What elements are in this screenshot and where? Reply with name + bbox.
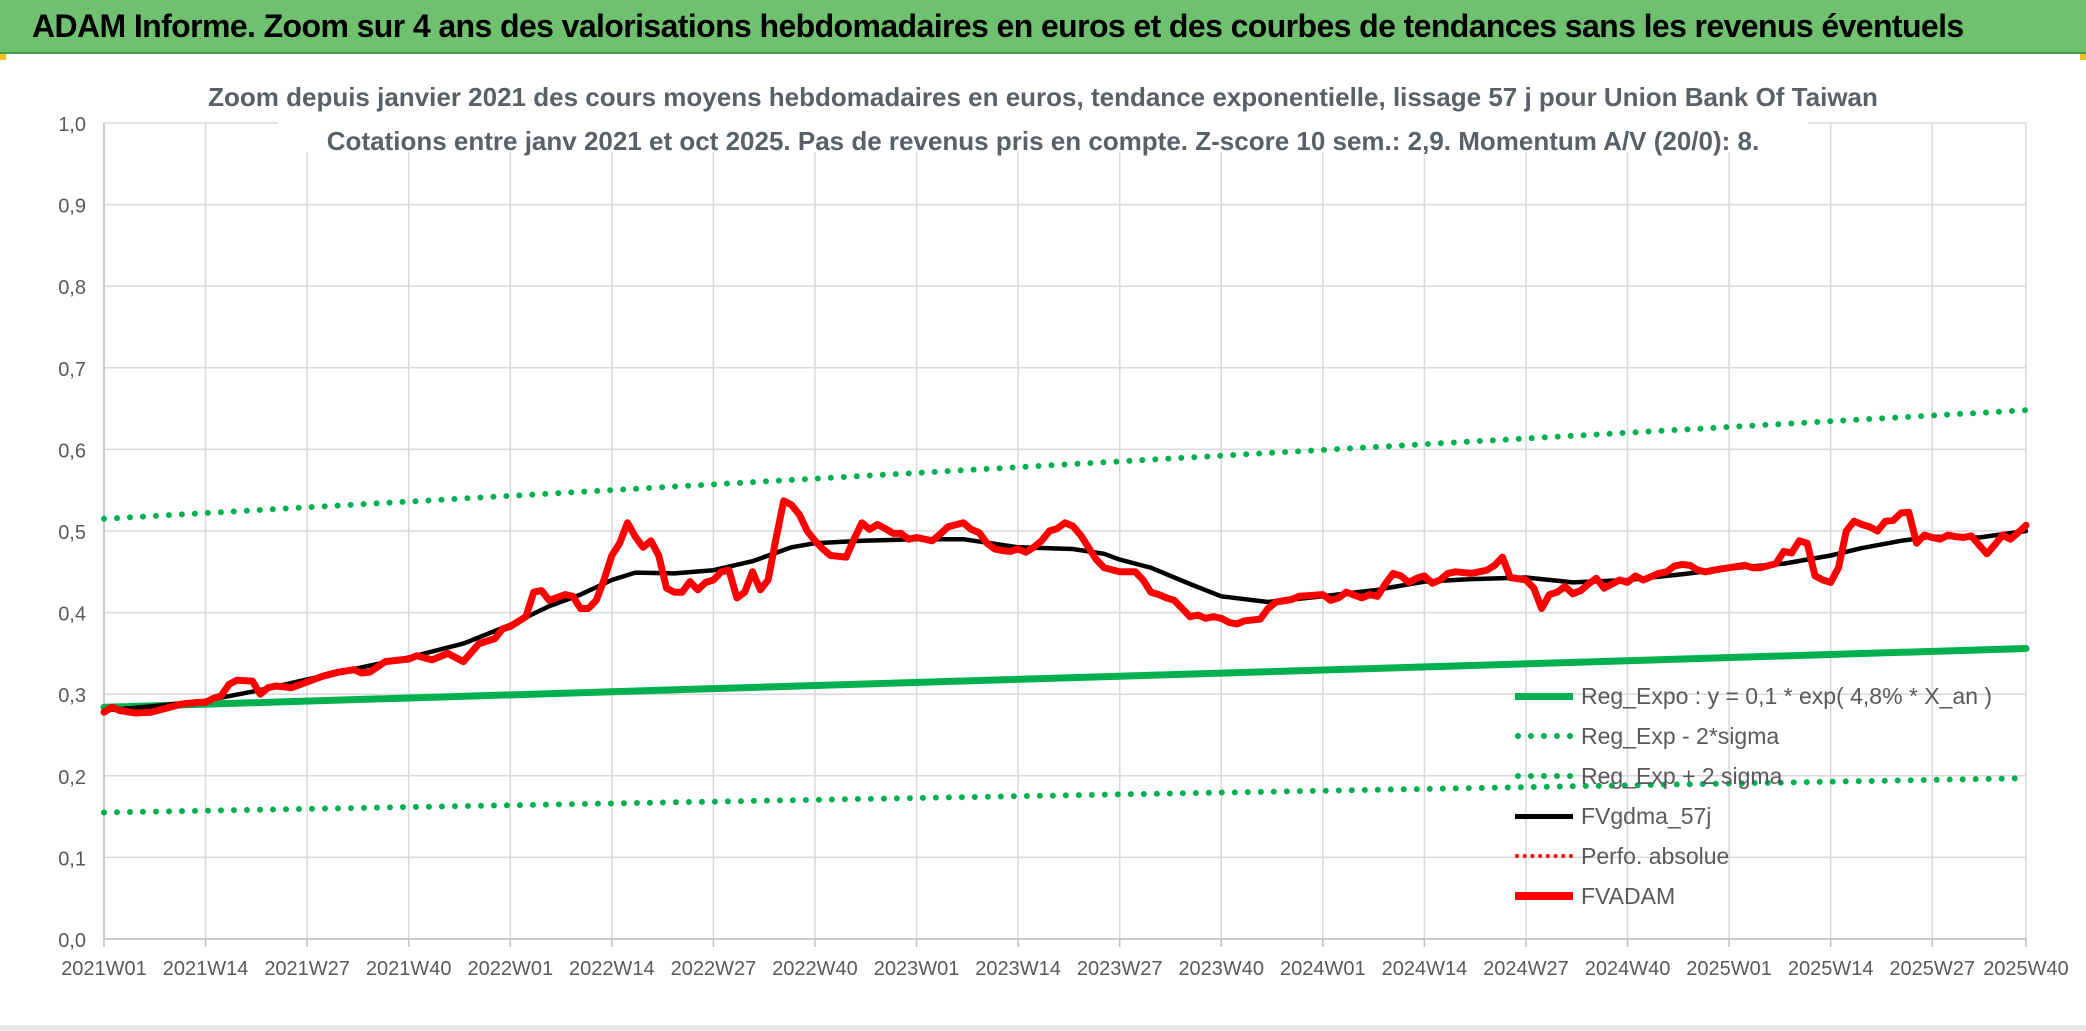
y-tick-label: 0,6 xyxy=(58,440,86,462)
legend-label-reg-exp-minus: Reg_Exp - 2*sigma xyxy=(1581,722,1780,749)
x-tick-label: 2021W40 xyxy=(366,958,452,980)
legend-swatch-fvgdma xyxy=(1515,813,1573,819)
x-tick-label: 2023W27 xyxy=(1077,958,1163,980)
series-reg-exp-plus-2sigma xyxy=(101,407,2029,522)
x-tick-label: 2022W40 xyxy=(772,958,858,980)
y-tick-label: 0,0 xyxy=(58,930,86,952)
x-tick-label: 2025W40 xyxy=(1983,958,2069,980)
y-tick-label: 0,3 xyxy=(58,685,86,707)
legend-swatch-fvadam xyxy=(1515,892,1573,900)
chart-subtitle: Cotations entre janv 2021 et oct 2025. P… xyxy=(326,126,1760,156)
x-tick-label: 2024W14 xyxy=(1382,958,1468,980)
legend-swatch-reg-exp-plus xyxy=(1515,773,1573,779)
x-tick-label: 2023W40 xyxy=(1178,958,1264,980)
legend-item-perfo: Perfo. absolue xyxy=(1515,836,2035,876)
y-tick-label: 0,4 xyxy=(58,604,86,626)
legend-label-perfo: Perfo. absolue xyxy=(1581,842,1730,869)
x-tick-label: 2024W27 xyxy=(1483,958,1569,980)
y-tick-label: 1,0 xyxy=(58,114,86,136)
x-tick-label: 2024W40 xyxy=(1585,958,1671,980)
x-tick-label: 2023W14 xyxy=(975,958,1061,980)
frame-bottom-border xyxy=(0,1025,2086,1031)
y-tick-label: 0,5 xyxy=(58,522,86,544)
x-tick-label: 2022W27 xyxy=(671,958,757,980)
x-tick-label: 2022W01 xyxy=(467,958,553,980)
legend-label-fvadam: FVADAM xyxy=(1581,882,1676,909)
x-tick-label: 2025W14 xyxy=(1788,958,1874,980)
legend-swatch-reg-exp-minus xyxy=(1515,733,1573,739)
chart-canvas: 0,0 0,1 0,2 0,3 0,4 0,5 0,6 0,7 0,8 0,9 1,0 2021W01… xyxy=(58,80,2069,980)
series-reg-expo xyxy=(100,645,2030,711)
x-tick-label: 2025W27 xyxy=(1889,958,1975,980)
series-fvadam xyxy=(100,497,2030,717)
x-tick-label: 2021W01 xyxy=(61,958,147,980)
legend-label-reg-expo: Reg_Expo : y = 0,1 * exp( 4,8% * X_an ) xyxy=(1581,682,1993,709)
legend-label-reg-exp-plus: Reg_Exp + 2 sigma xyxy=(1581,762,1783,789)
legend-label-fvgdma: FVgdma_57j xyxy=(1581,802,1712,829)
frame-corner-left xyxy=(0,54,6,60)
series-reg-exp-minus-2sigma xyxy=(101,775,2029,816)
legend-swatch-reg-expo xyxy=(1515,692,1573,700)
x-tick-label: 2023W01 xyxy=(874,958,960,980)
x-tick-label: 2021W14 xyxy=(163,958,249,980)
chart-title: Zoom depuis janvier 2021 des cours moyen… xyxy=(208,82,1878,112)
y-tick-label: 0,1 xyxy=(58,848,86,870)
legend-item-fvadam: FVADAM xyxy=(1515,876,2035,916)
y-tick-label: 0,8 xyxy=(58,277,86,299)
x-tick-label: 2025W01 xyxy=(1686,958,1772,980)
y-tick-label: 0,7 xyxy=(58,359,86,381)
legend-item-reg-expo: Reg_Expo : y = 0,1 * exp( 4,8% * X_an ) xyxy=(1515,676,2035,716)
y-tick-label: 0,2 xyxy=(58,767,86,789)
x-tick-label: 2022W14 xyxy=(569,958,655,980)
legend-item-fvgdma: FVgdma_57j xyxy=(1515,796,2035,836)
legend-swatch-perfo xyxy=(1515,854,1573,858)
legend-item-reg-exp-minus: Reg_Exp - 2*sigma xyxy=(1515,716,2035,756)
frame-corner-right xyxy=(2080,54,2086,60)
report-banner: ADAM Informe. Zoom sur 4 ans des valoris… xyxy=(0,0,2086,54)
y-tick-label: 0,9 xyxy=(58,196,86,218)
title-backdrop xyxy=(278,80,1808,152)
report-title: ADAM Informe. Zoom sur 4 ans des valoris… xyxy=(32,8,1964,44)
legend-item-reg-exp-plus: Reg_Exp + 2 sigma xyxy=(1515,756,2035,796)
chart-legend: Reg_Expo : y = 0,1 * exp( 4,8% * X_an ) … xyxy=(1515,676,2035,916)
x-tick-label: 2024W01 xyxy=(1280,958,1366,980)
x-tick-label: 2021W27 xyxy=(264,958,350,980)
